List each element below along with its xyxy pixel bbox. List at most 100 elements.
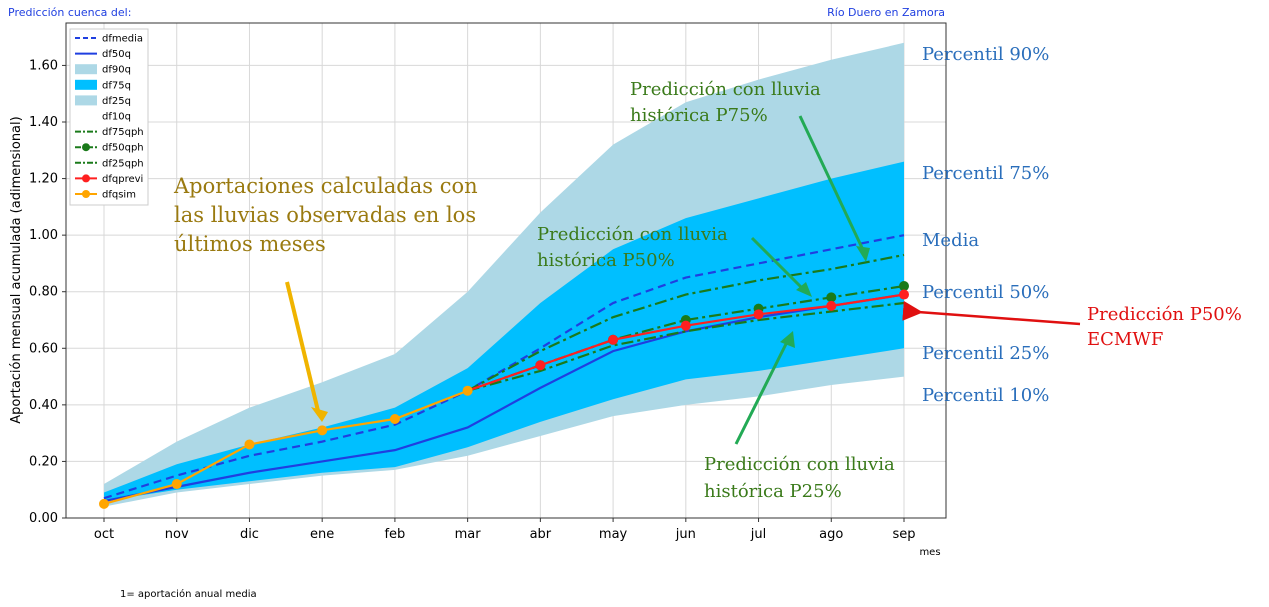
legend-item-df50q: df50q xyxy=(75,49,131,60)
series-line-df50q xyxy=(103,293,905,503)
legend-swatch xyxy=(75,64,97,75)
x-tick-label: nov xyxy=(165,527,189,542)
point-df50qph xyxy=(826,292,837,303)
point-dfqsim xyxy=(317,425,328,436)
arrow-p25-head xyxy=(780,331,795,348)
label-pred50-l2: histórica P50% xyxy=(537,250,675,271)
legend-item-dfmedia: dfmedia xyxy=(75,34,143,45)
label-pred75-l2: histórica P75% xyxy=(630,105,768,126)
label-pred50-l1: Predicción con lluvia xyxy=(537,224,728,245)
x-tick-label: dic xyxy=(240,527,259,542)
header-right: Río Duero en Zamora xyxy=(827,6,945,19)
x-tick-label: abr xyxy=(530,527,552,542)
label-pred75-l1: Predicción con lluvia xyxy=(630,79,821,100)
legend-label: df25qph xyxy=(102,158,144,169)
legend-label: df50q xyxy=(102,49,131,60)
x-tick-label: jul xyxy=(750,527,766,542)
point-dfqsim xyxy=(244,439,255,450)
legend-item-df90q: df90q xyxy=(75,64,131,76)
legend-swatch xyxy=(75,95,97,106)
y-axis-label: Aportación mensual acumulada (adimension… xyxy=(9,116,24,423)
plot-frame xyxy=(65,22,947,519)
x-tick-label: ene xyxy=(310,527,334,542)
series-line-dfqsim xyxy=(103,389,469,505)
series-line-df75qph xyxy=(467,253,905,392)
point-dfqsim xyxy=(462,385,473,396)
series-line-dfmedia xyxy=(103,234,905,500)
label-pred25-l1: Predicción con lluvia xyxy=(704,454,895,475)
x-axis-ticks: oct nov dic ene feb mar abr may jun jul ago sep xyxy=(94,518,916,542)
x-tick-label: may xyxy=(599,527,628,542)
x-tick-label: oct xyxy=(94,527,114,542)
arrow-observed xyxy=(285,281,321,416)
legend-label: dfmedia xyxy=(102,34,143,45)
band-df90q xyxy=(104,42,904,507)
arrow-p50 xyxy=(750,236,806,292)
point-dfqsim xyxy=(99,498,109,509)
annotations: Percentil 90% Percentil 75% Media Percen… xyxy=(173,44,1242,502)
y-tick-label: 0.80 xyxy=(29,285,58,300)
arrow-p75-head xyxy=(856,246,870,262)
legend-label: dfqsim xyxy=(102,190,136,201)
arrow-observed-head xyxy=(311,407,328,422)
legend: dfmedia df50q df90q df75q df25q df10q df75qph d… xyxy=(69,28,149,206)
legend-marker xyxy=(82,190,90,198)
x-tick-label: mar xyxy=(455,527,482,542)
legend-box xyxy=(69,28,149,206)
arrow-p75 xyxy=(798,115,866,253)
label-ecmwf-l1: Predicción P50% xyxy=(1087,304,1242,325)
legend-item-df10q: df10q xyxy=(102,112,131,123)
legend-item-dfqsim: dfqsim xyxy=(75,190,136,201)
series-markers xyxy=(99,281,909,509)
arrow-p25 xyxy=(734,339,790,445)
label-p90: Percentil 90% xyxy=(922,44,1049,65)
legend-item-df75q: df75q xyxy=(75,79,131,91)
point-dfqprevi xyxy=(826,300,837,311)
y-tick-label: 1.60 xyxy=(29,58,58,73)
y-tick-label: 0.60 xyxy=(29,341,58,356)
point-dfqprevi xyxy=(899,289,909,300)
point-df50qph xyxy=(899,281,909,292)
y-tick-label: 1.00 xyxy=(29,228,58,243)
point-dfqprevi xyxy=(753,309,764,320)
legend-label: df10q xyxy=(102,112,131,123)
x-tick-label: jun xyxy=(675,527,696,542)
annotation-arrows xyxy=(285,115,1081,445)
label-p50: Percentil 50% xyxy=(922,282,1049,303)
legend-item-df50qph: df50qph xyxy=(75,143,144,154)
point-dfqsim xyxy=(171,479,182,490)
label-p75: Percentil 75% xyxy=(922,163,1049,184)
x-tick-label: sep xyxy=(892,527,915,542)
point-dfqsim xyxy=(389,414,400,424)
legend-label: dfqprevi xyxy=(102,174,143,185)
label-observed-l1: Aportaciones calculadas con xyxy=(173,174,478,198)
label-observed-l2: las lluvias observadas en los xyxy=(174,203,476,227)
legend-item-dfqprevi: dfqprevi xyxy=(75,174,143,185)
label-pred25-l2: histórica P25% xyxy=(704,481,842,502)
label-ecmwf-l2: ECMWF xyxy=(1087,329,1163,350)
percentile-bands xyxy=(104,42,904,507)
legend-label: df25q xyxy=(102,96,131,107)
header-left: Predicción cuenca del: xyxy=(8,6,131,19)
legend-label: df50qph xyxy=(102,143,144,154)
x-tick-label: ago xyxy=(819,527,843,542)
legend-marker xyxy=(82,174,90,183)
label-observed-l3: últimos meses xyxy=(174,232,326,256)
y-tick-label: 0.40 xyxy=(29,398,58,413)
legend-label: df75q xyxy=(102,80,131,91)
legend-label: df90q xyxy=(102,65,131,76)
y-tick-label: 0.20 xyxy=(29,454,58,469)
point-dfqprevi xyxy=(680,320,691,331)
y-axis-ticks: 0.00 0.20 0.40 0.60 0.80 1.00 1.20 1.40 1.60 xyxy=(29,58,66,526)
point-dfqprevi xyxy=(608,334,619,345)
legend-swatch xyxy=(75,79,97,90)
label-p25: Percentil 25% xyxy=(922,343,1049,364)
legend-item-df25qph: df25qph xyxy=(75,158,144,169)
band-df75q xyxy=(104,161,904,502)
arrow-ecmwf xyxy=(902,300,1081,326)
x-tick-label: feb xyxy=(384,527,405,542)
y-tick-label: 0.00 xyxy=(29,511,58,526)
legend-item-df25q: df25q xyxy=(75,95,131,107)
legend-label: df75qph xyxy=(102,127,144,138)
